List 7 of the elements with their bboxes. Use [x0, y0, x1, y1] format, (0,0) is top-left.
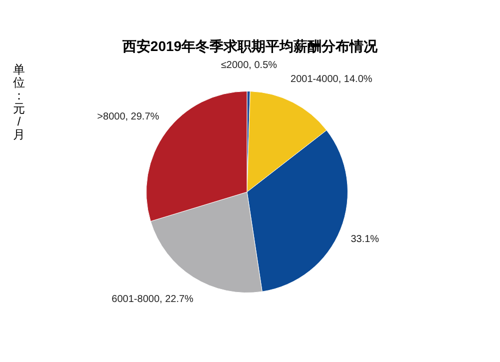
slice-label: >8000, 29.7% [97, 111, 160, 122]
slice-label: 2001-4000, 14.0% [290, 74, 372, 85]
data-label: 33.1% [350, 234, 380, 245]
chart-title: 西安2019年冬季求职期平均薪酬分布情况 [121, 38, 379, 54]
text: 单位：元/月 [13, 62, 25, 142]
slice-label: ≤2000, 0.5% [220, 60, 278, 72]
slice-label: 6001-8000, 22.7% [112, 294, 194, 305]
